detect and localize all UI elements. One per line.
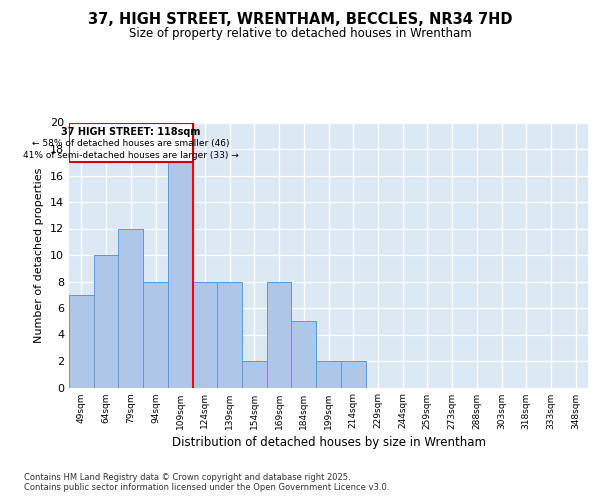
Bar xyxy=(267,282,292,388)
Bar xyxy=(94,255,118,388)
Text: 37 HIGH STREET: 118sqm: 37 HIGH STREET: 118sqm xyxy=(61,127,200,137)
Bar xyxy=(94,255,118,388)
Bar xyxy=(217,282,242,388)
Bar xyxy=(168,136,193,388)
Bar xyxy=(193,282,217,388)
Bar xyxy=(217,282,242,388)
Bar xyxy=(292,322,316,388)
Bar xyxy=(193,282,217,388)
Bar xyxy=(242,361,267,388)
Bar xyxy=(242,361,267,388)
Bar xyxy=(118,228,143,388)
Bar xyxy=(341,361,365,388)
Y-axis label: Number of detached properties: Number of detached properties xyxy=(34,168,44,342)
Bar xyxy=(118,228,143,388)
Bar xyxy=(316,361,341,388)
Bar xyxy=(69,122,193,162)
Bar xyxy=(267,282,292,388)
Text: ← 58% of detached houses are smaller (46): ← 58% of detached houses are smaller (46… xyxy=(32,139,230,148)
Bar xyxy=(292,322,316,388)
Bar xyxy=(316,361,341,388)
Bar xyxy=(69,294,94,388)
Text: Contains HM Land Registry data © Crown copyright and database right 2025.: Contains HM Land Registry data © Crown c… xyxy=(24,472,350,482)
Bar xyxy=(341,361,365,388)
Bar xyxy=(69,294,94,388)
Text: Contains public sector information licensed under the Open Government Licence v3: Contains public sector information licen… xyxy=(24,484,389,492)
Bar xyxy=(168,136,193,388)
Text: 37, HIGH STREET, WRENTHAM, BECCLES, NR34 7HD: 37, HIGH STREET, WRENTHAM, BECCLES, NR34… xyxy=(88,12,512,28)
Text: 41% of semi-detached houses are larger (33) →: 41% of semi-detached houses are larger (… xyxy=(23,151,239,160)
Bar xyxy=(143,282,168,388)
Bar xyxy=(143,282,168,388)
Text: Distribution of detached houses by size in Wrentham: Distribution of detached houses by size … xyxy=(172,436,486,449)
Text: Size of property relative to detached houses in Wrentham: Size of property relative to detached ho… xyxy=(128,28,472,40)
